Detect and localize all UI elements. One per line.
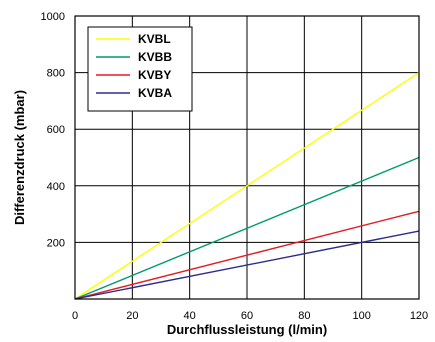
plot-frame	[74, 15, 420, 300]
x-tick-label: 120	[410, 310, 428, 322]
legend: KVBL KVBB KVBY KVBA	[87, 26, 193, 112]
y-tick-label: 600	[47, 124, 65, 136]
x-tick-label: 60	[241, 310, 253, 322]
series-line-kvbl	[74, 72, 420, 300]
y-tick-label: 400	[47, 181, 65, 193]
legend-label: KVBY	[138, 68, 171, 82]
y-tick-label: 1000	[41, 11, 65, 23]
series-line-kvbb	[74, 156, 420, 300]
legend-label: KVBL	[138, 32, 171, 46]
y-axis-label: Differenzdruck (mbar)	[12, 90, 27, 225]
x-tick-label: 20	[126, 310, 138, 322]
series-line-kvba	[74, 230, 420, 300]
series-line-kvby	[74, 210, 420, 300]
legend-label: KVBA	[138, 86, 172, 100]
legend-label: KVBB	[138, 50, 172, 64]
y-tick-label: 800	[47, 68, 65, 80]
x-tick-label: 0	[72, 310, 78, 322]
x-tick-label: 100	[352, 310, 370, 322]
y-tick-label: 200	[47, 237, 65, 249]
x-tick-label: 80	[298, 310, 310, 322]
x-tick-labels: 0 20 40 60 80 100 120	[72, 310, 428, 322]
series-lines	[74, 72, 420, 300]
x-axis-label: Durchflussleistung (l/min)	[167, 322, 327, 337]
y-tick-labels: 200 400 600 800 1000	[41, 11, 65, 249]
legend-box	[87, 26, 193, 112]
x-tick-label: 40	[184, 310, 196, 322]
